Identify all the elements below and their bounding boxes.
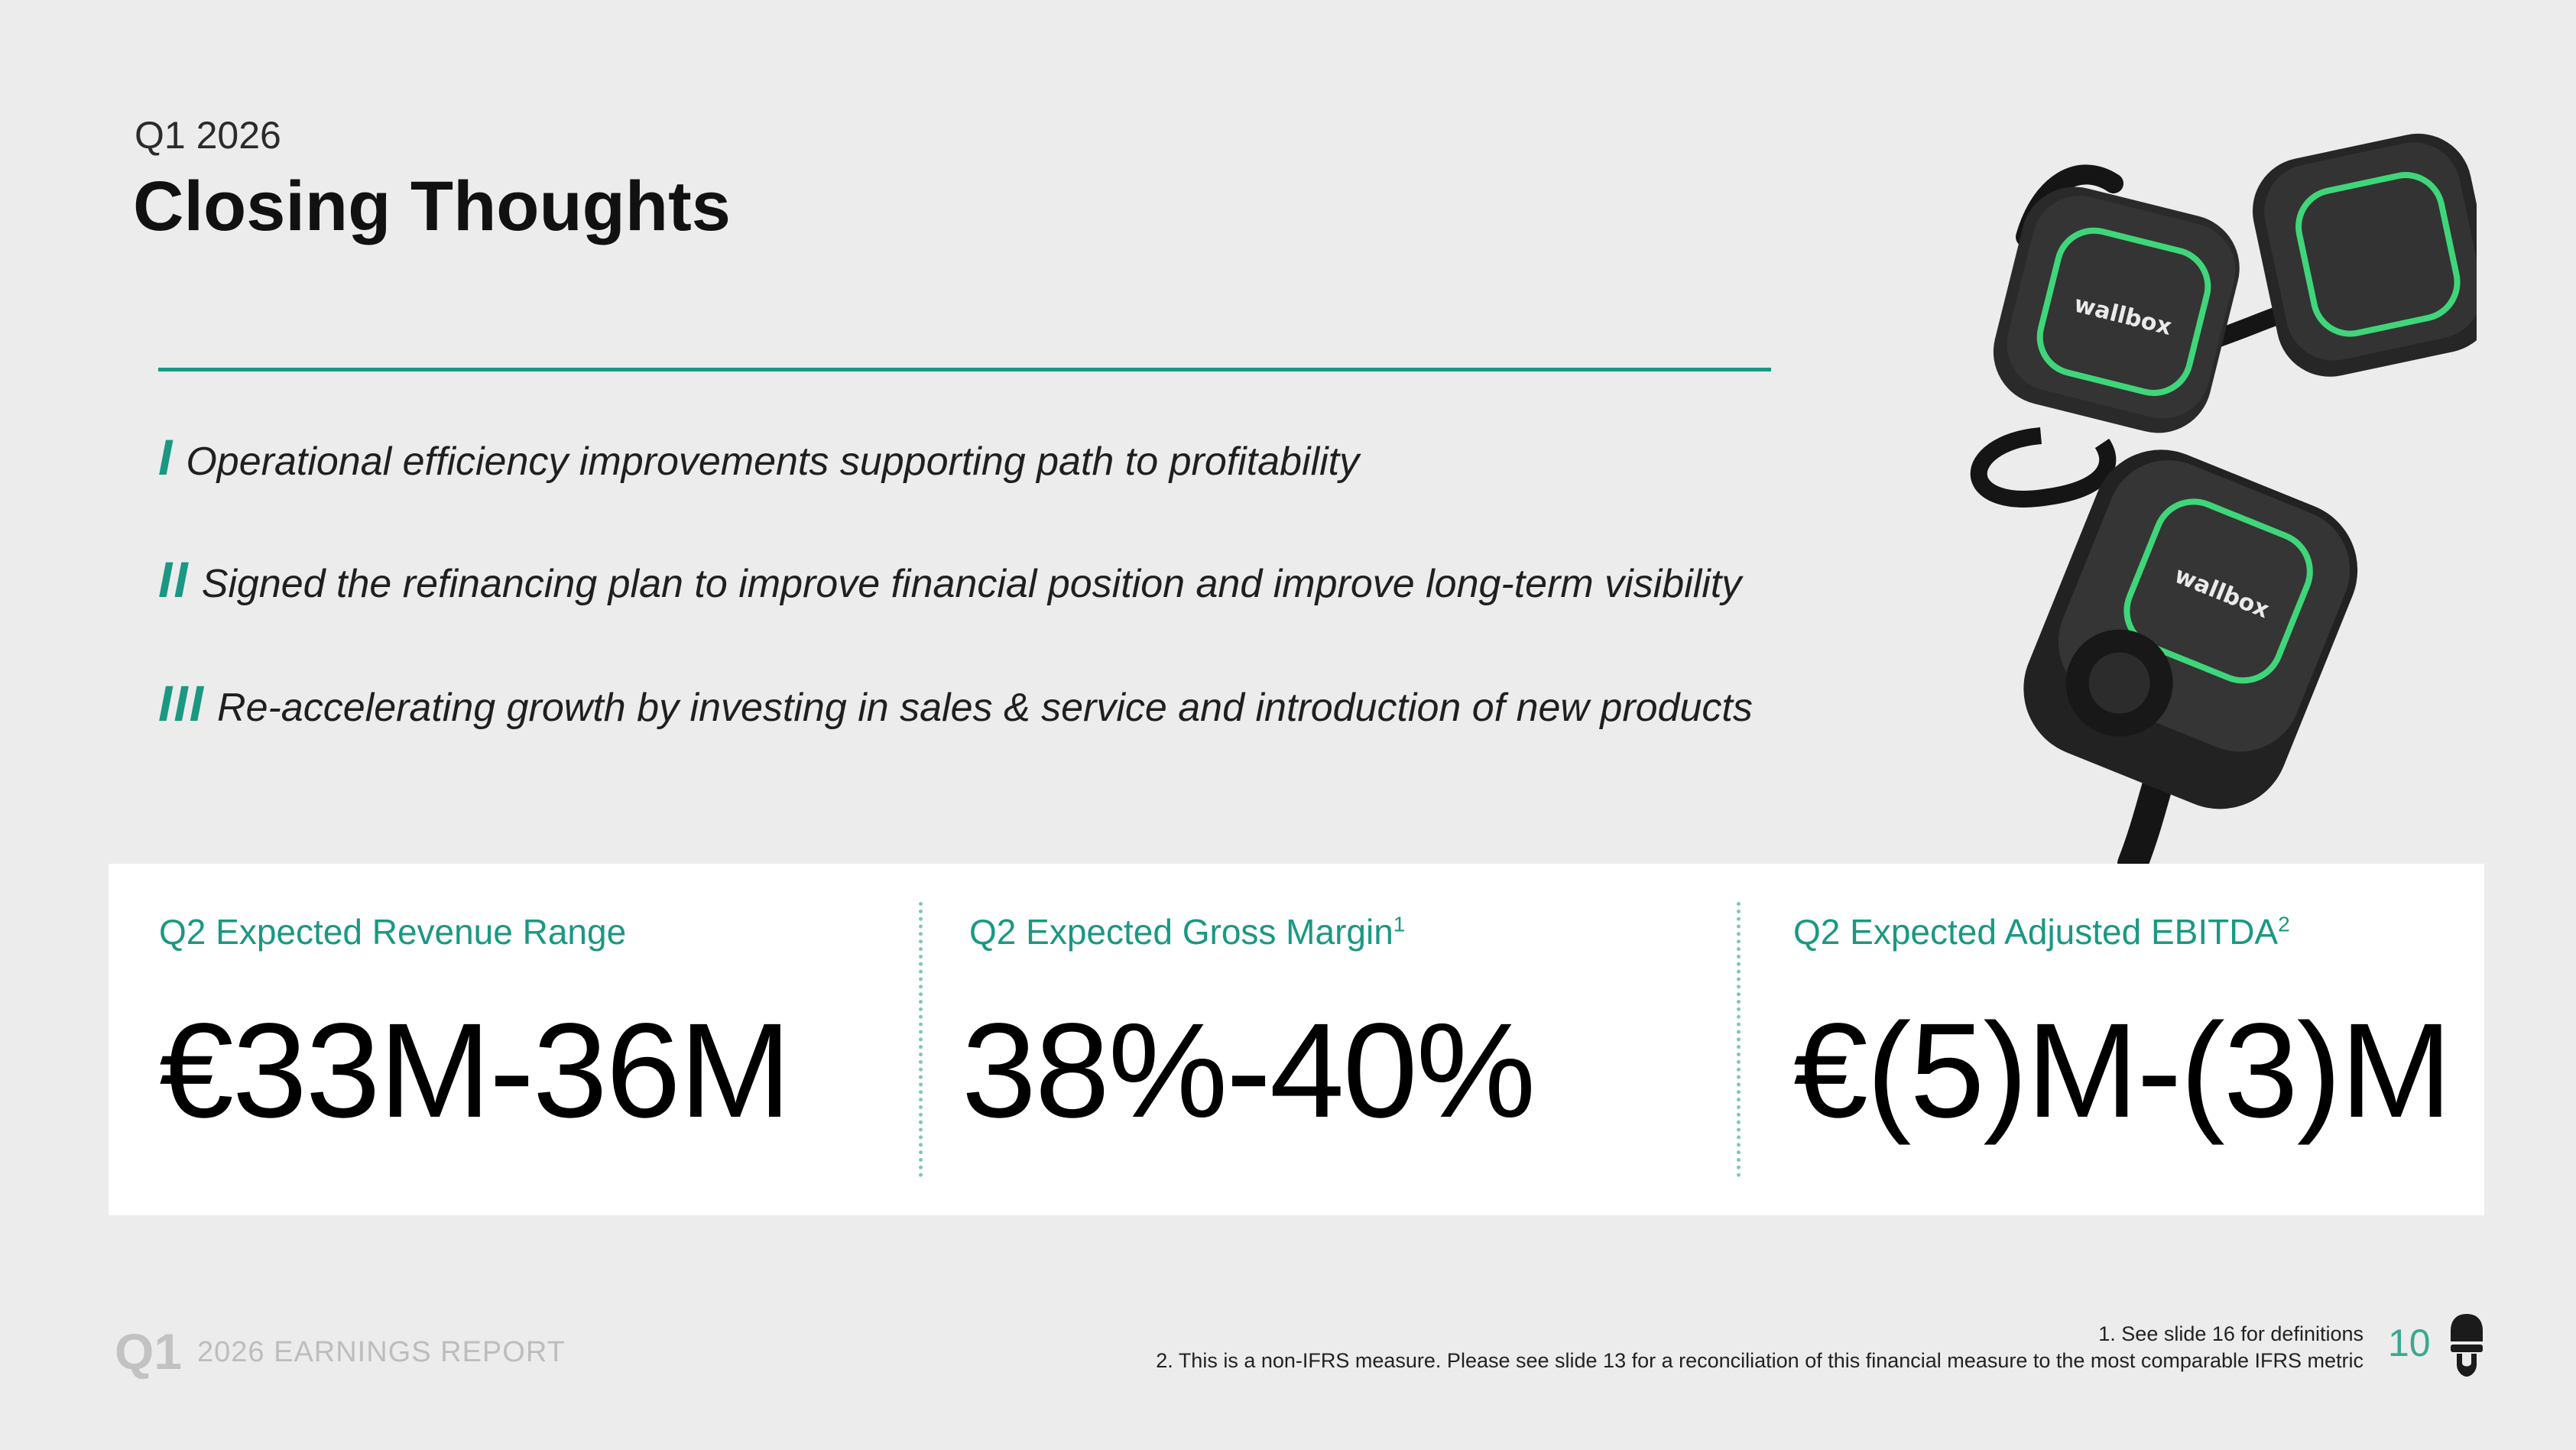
bullet-numeral: II bbox=[158, 551, 190, 608]
metric-adjusted-ebitda: Q2 Expected Adjusted EBITDA2 €(5)M-(3)M bbox=[1793, 864, 2481, 1215]
metric-label: Q2 Expected Gross Margin1 bbox=[969, 912, 1406, 952]
footnote-2: 2. This is a non-IFRS measure. Please se… bbox=[1156, 1349, 2363, 1372]
metric-label: Q2 Expected Revenue Range bbox=[159, 912, 627, 952]
footnote-1: 1. See slide 16 for definitions bbox=[2098, 1322, 2363, 1345]
footer-quarter-label: Q1 bbox=[115, 1323, 183, 1380]
wallbox-charger-image: wallbox wallbox bbox=[1970, 133, 2477, 864]
bullet-item-1: I Operational efficiency improvements sup… bbox=[158, 428, 1359, 486]
footer-report-label: 2026 EARNINGS REPORT bbox=[197, 1336, 566, 1368]
bullet-text: Signed the refinancing plan to improve f… bbox=[201, 562, 1742, 606]
metric-divider bbox=[1737, 902, 1741, 1177]
page-number: 10 bbox=[2388, 1322, 2431, 1364]
bullet-numeral: I bbox=[158, 429, 174, 485]
bullet-item-3: III Re-accelerating growth by investing i… bbox=[158, 674, 1753, 732]
metric-value: €(5)M-(3)M bbox=[1793, 996, 2452, 1146]
slide-kicker: Q1 2026 bbox=[135, 114, 281, 157]
metric-value: €33M-36M bbox=[159, 996, 791, 1146]
metric-revenue: Q2 Expected Revenue Range €33M-36M bbox=[159, 864, 893, 1215]
bullet-text: Operational efficiency improvements supp… bbox=[186, 440, 1360, 484]
bullet-text: Re-accelerating growth by investing in s… bbox=[217, 686, 1753, 730]
wallbox-logo-icon bbox=[2451, 1314, 2483, 1377]
accent-divider bbox=[158, 368, 1771, 371]
bullet-item-2: II Signed the refinancing plan to improve… bbox=[158, 550, 1741, 608]
bullet-numeral: III bbox=[158, 675, 206, 731]
metric-value: 38%-40% bbox=[962, 996, 1536, 1146]
footnotes: 1. See slide 16 for definitions 2. This … bbox=[1156, 1321, 2363, 1374]
guidance-card bbox=[109, 864, 2484, 1215]
metric-divider bbox=[919, 902, 923, 1177]
slide-title: Closing Thoughts bbox=[133, 167, 731, 245]
metric-label: Q2 Expected Adjusted EBITDA2 bbox=[1793, 912, 2290, 952]
metric-gross-margin: Q2 Expected Gross Margin1 38%-40% bbox=[962, 864, 1718, 1215]
